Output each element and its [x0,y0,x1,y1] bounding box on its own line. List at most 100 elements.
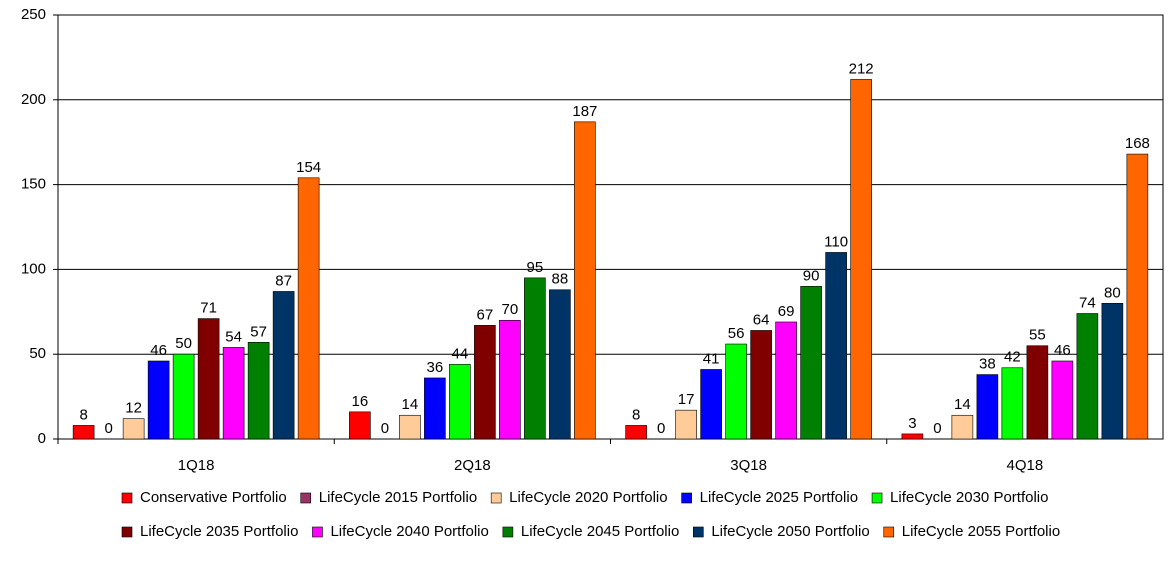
data-label: 42 [1004,349,1021,366]
bar [725,343,747,440]
legend-swatch [312,526,323,538]
data-label: 12 [125,400,142,417]
data-label: 8 [79,406,87,423]
data-label: 95 [527,259,544,276]
data-label: 0 [104,420,112,437]
bar [72,425,95,440]
data-label: 8 [632,406,640,423]
bar [625,425,647,440]
data-label: 38 [979,356,996,373]
legend-label: LifeCycle 2035 Portfolio [140,523,298,540]
y-tick-label: 100 [21,260,46,277]
data-label: 17 [678,391,695,408]
bar [247,342,270,440]
legend-swatch [121,526,133,538]
data-label: 64 [753,311,770,328]
legend-swatch [300,492,312,504]
bar [524,277,546,440]
data-label: 46 [1054,342,1071,359]
bar [775,321,797,440]
legend-label: LifeCycle 2050 Portfolio [711,523,869,540]
data-label: 154 [296,159,321,176]
legend-label: LifeCycle 2015 Portfolio [319,489,477,506]
legend-label: LifeCycle 2040 Portfolio [330,523,488,540]
y-tick-label: 0 [38,430,46,447]
data-label: 56 [728,325,745,342]
data-label: 67 [477,306,494,323]
bar [122,418,145,440]
bar [172,353,195,440]
data-label: 54 [225,328,242,345]
bar [399,414,421,440]
data-label: 55 [1029,327,1046,344]
data-label: 71 [200,300,217,317]
legend-swatch [693,526,704,538]
data-label: 88 [552,271,569,288]
data-label: 14 [402,396,419,413]
data-label: 50 [175,335,192,352]
x-tick-label: 4Q18 [1007,457,1044,474]
legend-label: LifeCycle 2030 Portfolio [890,489,1048,506]
data-label: 3 [908,415,916,432]
bar [951,414,974,440]
data-label: 110 [824,233,848,250]
data-label: 80 [1104,284,1121,301]
data-label: 187 [572,103,597,120]
bar [474,325,496,440]
legend-label: LifeCycle 2045 Portfolio [521,523,679,540]
bar [222,347,245,440]
data-label: 90 [803,267,820,284]
x-tick-label: 2Q18 [454,457,491,474]
data-label: 14 [954,396,971,413]
data-label: 74 [1079,294,1096,311]
legend-swatch [883,526,895,538]
bar [700,369,722,440]
bar [1126,153,1149,440]
bar [1101,303,1124,440]
legend-label: LifeCycle 2020 Portfolio [509,489,667,506]
bar [800,286,822,440]
bar [750,330,772,440]
data-label: 69 [778,303,795,320]
data-label: 212 [849,60,874,77]
bar [976,374,999,440]
y-tick-label: 200 [21,91,46,108]
data-label: 87 [275,272,292,289]
data-label: 57 [250,323,267,340]
data-label: 70 [502,301,519,318]
legend-swatch [121,492,133,504]
legend-swatch [871,492,883,504]
legend-label: LifeCycle 2025 Portfolio [700,489,858,506]
bar [549,289,571,440]
data-label: 41 [703,350,720,367]
bar [449,364,471,440]
bar [850,79,872,440]
legend-swatch [681,492,692,504]
bar [1051,360,1074,440]
data-label: 0 [381,420,389,437]
bar [349,411,371,440]
y-tick-label: 50 [29,345,46,362]
y-tick-label: 150 [21,176,46,193]
data-label: 36 [427,359,444,376]
bar [1076,313,1099,440]
bar [147,360,170,440]
bar [424,377,446,440]
x-tick-label: 1Q18 [178,457,215,474]
data-label: 46 [150,342,167,359]
data-label: 168 [1125,135,1150,152]
bar [272,291,295,440]
legend-label: LifeCycle 2055 Portfolio [902,523,1060,540]
bar [901,433,924,440]
data-label: 16 [352,393,369,410]
bar [675,409,697,440]
bar [297,177,320,440]
bar [574,121,596,440]
bar [825,252,847,440]
bar [197,318,220,440]
bar [1026,345,1049,440]
bar [1001,367,1024,440]
data-label: 44 [452,345,469,362]
y-tick-label: 250 [21,6,46,23]
